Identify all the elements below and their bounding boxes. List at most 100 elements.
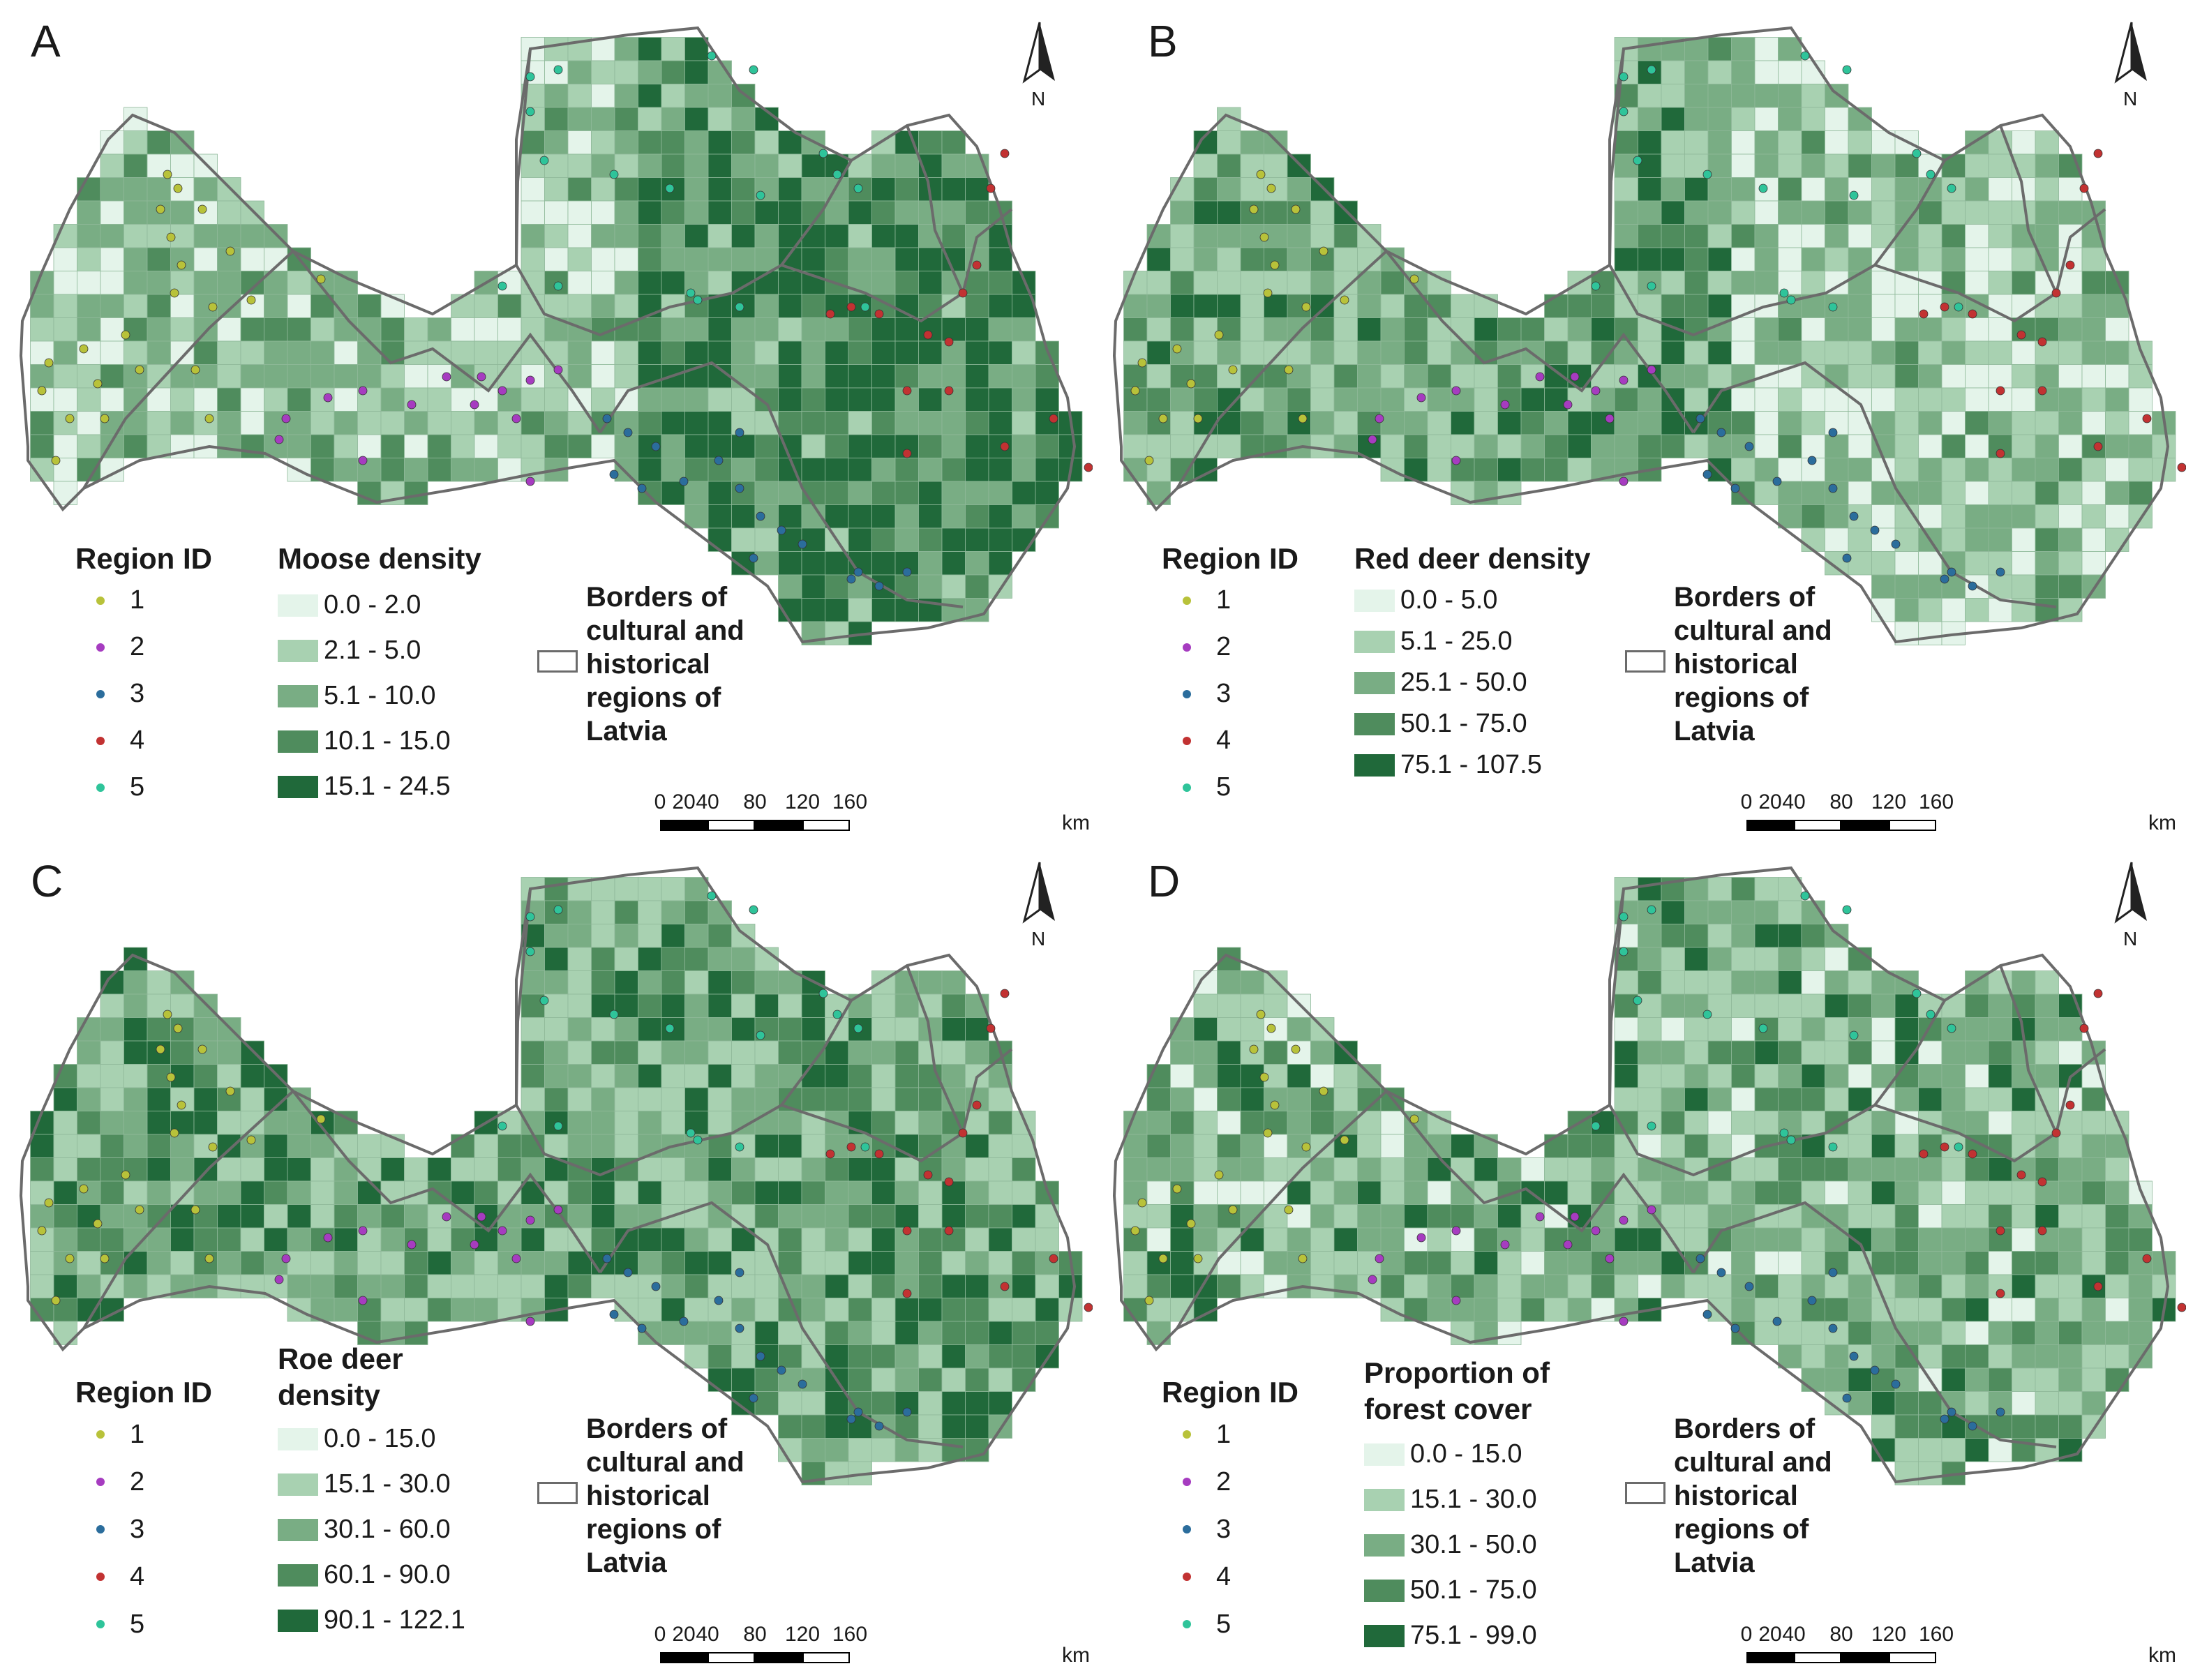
grid-cell — [2152, 434, 2176, 458]
grid-cell — [1035, 434, 1059, 458]
grid-cell — [1264, 1134, 1288, 1158]
grid-cell — [1965, 411, 1989, 435]
grid-cell — [614, 1204, 638, 1229]
grid-cell — [1310, 1111, 1335, 1135]
grid-cell — [2105, 481, 2129, 505]
grid-cell — [1941, 1321, 1966, 1345]
grid-cell — [567, 1017, 592, 1042]
grid-cell — [310, 1274, 335, 1298]
grid-cell — [894, 1204, 919, 1229]
density-legend: Red deer density 0.0 - 5.0 5.1 - 25.0 25… — [1354, 541, 1590, 786]
grid-cell — [2035, 317, 2059, 342]
grid-cell — [1217, 200, 1241, 225]
grid-cell — [521, 1064, 545, 1088]
grid-cell — [988, 1298, 1012, 1322]
grid-cell — [638, 317, 662, 342]
grid-cell — [661, 481, 685, 505]
grid-cell — [1474, 364, 1498, 389]
grid-cell — [1123, 1157, 1148, 1182]
grid-cell — [1684, 1017, 1709, 1042]
grid-cell — [1778, 504, 1802, 529]
grid-cell — [684, 458, 709, 482]
grid-cell — [170, 130, 195, 155]
grid-cell — [2058, 458, 2083, 482]
grid-cell — [2012, 1204, 2036, 1229]
grid-cell — [1146, 1134, 1171, 1158]
grid-cell — [1544, 411, 1569, 435]
grid-cell — [661, 877, 685, 901]
grid-cell — [988, 458, 1012, 482]
grid-cell — [123, 130, 148, 155]
grid-cell — [193, 387, 218, 412]
grid-cell — [544, 1064, 569, 1088]
grid-cell — [1287, 1251, 1311, 1275]
region-border — [599, 361, 964, 608]
grid-cell — [147, 271, 171, 295]
grid-cell — [661, 107, 685, 131]
sample-point-region-1 — [166, 232, 176, 242]
sample-point-region-3 — [1891, 1379, 1901, 1389]
sample-point-region-3 — [1828, 1268, 1838, 1277]
sample-point-region-1 — [93, 1219, 103, 1229]
grid-cell — [264, 387, 288, 412]
grid-cell — [404, 1298, 428, 1322]
grid-cell — [661, 1321, 685, 1345]
map-panel-a: A N Region ID 1 2 3 4 5 Moose density 0.… — [0, 0, 1093, 840]
grid-cell — [77, 224, 101, 248]
density-class: 0.0 - 15.0 — [278, 1416, 465, 1462]
grid-cell — [894, 317, 919, 342]
grid-cell — [567, 1040, 592, 1065]
grid-cell — [1941, 153, 1966, 178]
grid-cell — [147, 294, 171, 318]
grid-cell — [918, 527, 943, 552]
grid-cell — [1894, 1227, 1919, 1252]
grid-cell — [988, 1251, 1012, 1275]
grid-cell — [1451, 1180, 1475, 1205]
scale-bar-segment — [755, 820, 802, 831]
grid-cell — [1661, 294, 1685, 318]
grid-cell — [1731, 1157, 1755, 1182]
scale-tick-label: 40 — [1782, 1623, 1806, 1646]
region-legend-item: 3 — [75, 670, 212, 717]
grid-cell — [1918, 340, 1942, 365]
grid-cell — [941, 1157, 966, 1182]
grid-cell — [2058, 1321, 2083, 1345]
grid-cell — [988, 271, 1012, 295]
grid-cell — [1918, 551, 1942, 576]
grid-cell — [380, 1251, 405, 1275]
grid-cell — [2128, 1227, 2153, 1252]
grid-cell — [380, 387, 405, 412]
grid-cell — [638, 84, 662, 108]
grid-cell — [778, 364, 802, 389]
grid-cell — [871, 153, 896, 178]
sample-point-region-4 — [1996, 386, 2005, 396]
grid-cell — [1217, 970, 1241, 995]
grid-cell — [1848, 1134, 1872, 1158]
scale-tick-label: 160 — [1918, 790, 1954, 813]
grid-cell — [287, 317, 311, 342]
grid-cell — [614, 970, 638, 995]
grid-cell — [2058, 1204, 2083, 1229]
region-label: 4 — [1216, 1561, 1232, 1591]
sample-point-region-4 — [986, 1023, 996, 1033]
grid-cell — [941, 153, 966, 178]
grid-cell — [754, 1321, 779, 1345]
region-legend-item: 5 — [75, 764, 212, 811]
sample-point-region-2 — [1647, 365, 1656, 375]
grid-cell — [708, 107, 732, 131]
grid-cell — [1520, 1227, 1545, 1252]
grid-cell — [567, 84, 592, 108]
grid-cell — [801, 224, 825, 248]
grid-cell — [53, 1134, 77, 1158]
grid-cell — [1941, 434, 1966, 458]
grid-cell — [1427, 458, 1451, 482]
grid-cell — [521, 411, 545, 435]
country-border — [19, 866, 1077, 1484]
grid-cell — [1684, 947, 1709, 971]
grid-cell — [147, 317, 171, 342]
grid-cell — [708, 1180, 732, 1205]
grid-cell — [147, 970, 171, 995]
grid-cell — [1684, 970, 1709, 995]
grid-cell — [404, 387, 428, 412]
sample-point-region-3 — [1695, 414, 1705, 423]
